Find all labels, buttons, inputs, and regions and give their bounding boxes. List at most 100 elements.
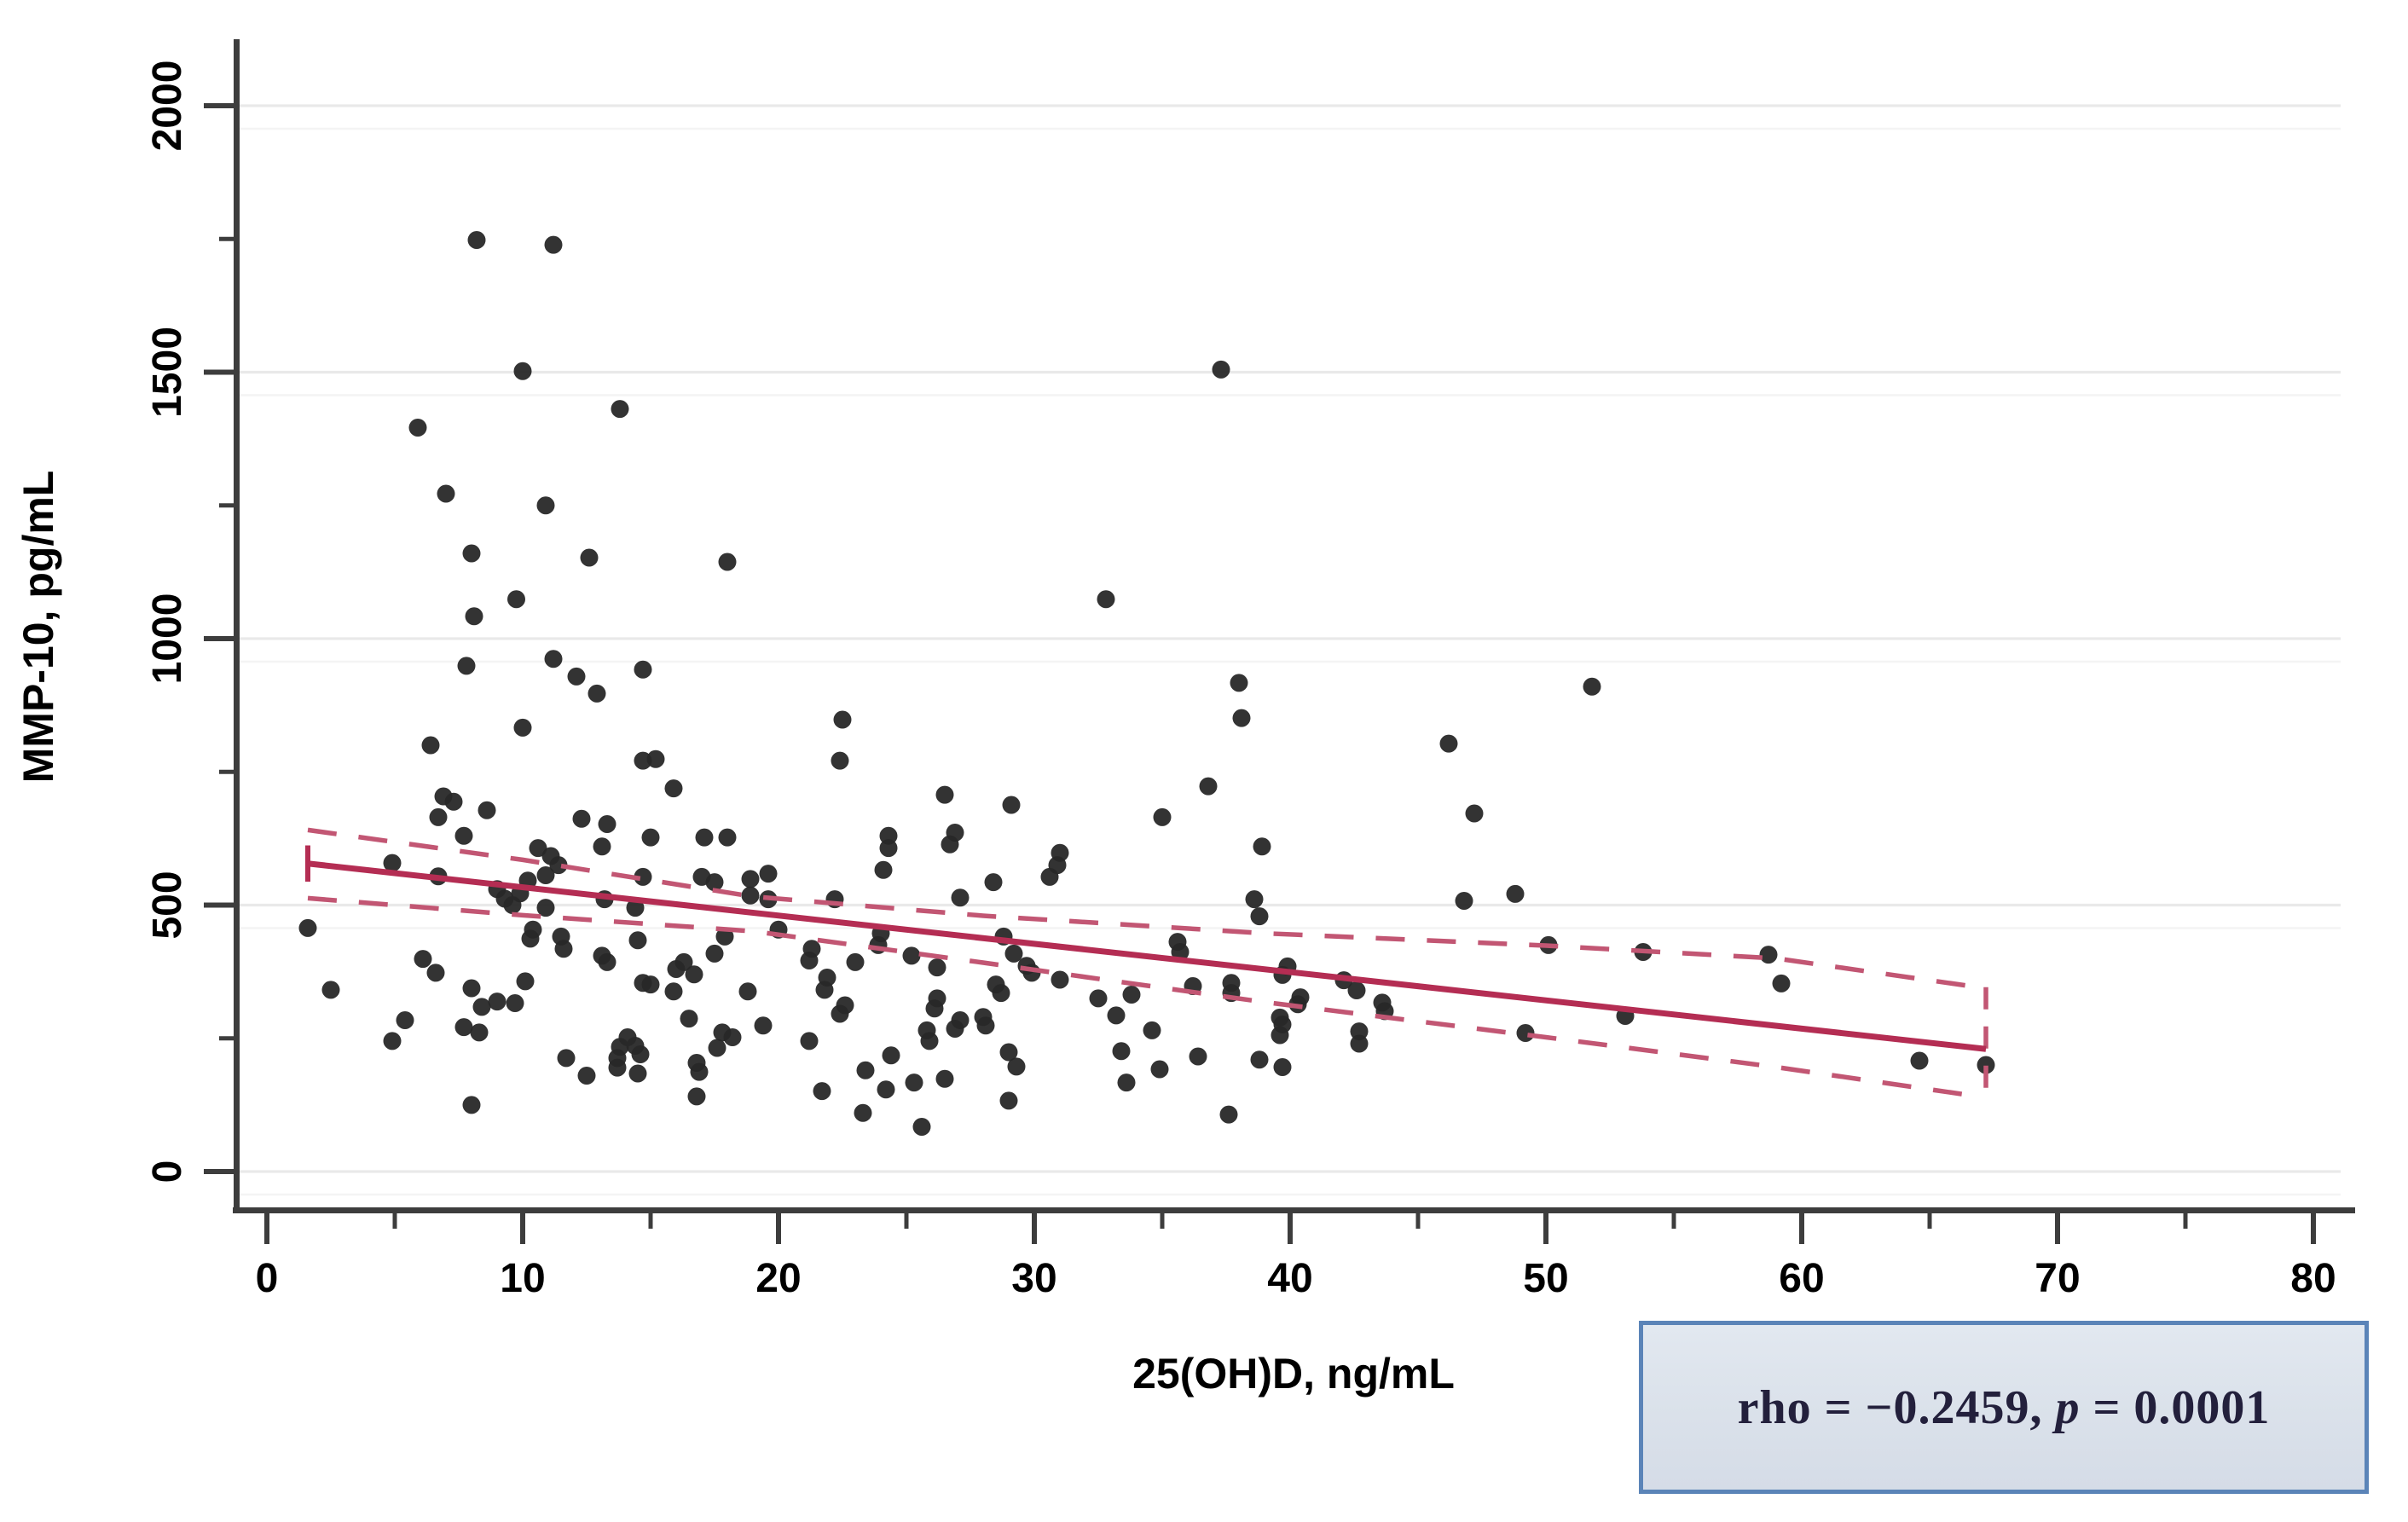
data-point — [1232, 709, 1251, 727]
data-point — [1150, 1060, 1169, 1079]
data-point — [1122, 986, 1141, 1004]
x-tick-label-80: 80 — [2290, 1256, 2336, 1301]
data-point — [444, 792, 463, 811]
data-point — [920, 1032, 939, 1050]
data-point — [478, 801, 496, 819]
data-point — [882, 1046, 900, 1065]
y-tick-label-500: 500 — [145, 871, 190, 939]
data-point — [598, 815, 616, 833]
data-point — [912, 1118, 931, 1136]
y-tick-label-2000: 2000 — [145, 61, 190, 152]
data-point — [680, 1010, 698, 1028]
data-point — [718, 553, 737, 571]
data-point — [741, 870, 760, 888]
data-point — [856, 1061, 875, 1079]
data-point — [831, 1004, 849, 1023]
data-point — [1350, 1034, 1369, 1053]
data-point — [383, 854, 402, 872]
data-point — [408, 419, 427, 437]
data-point — [1051, 970, 1069, 989]
data-point — [946, 1020, 964, 1038]
x-tick-label-70: 70 — [2035, 1256, 2080, 1301]
gridlines-group — [240, 104, 2341, 1196]
data-point — [462, 979, 481, 998]
data-point — [588, 684, 606, 703]
data-point — [846, 952, 865, 971]
data-point — [465, 607, 483, 626]
data-point — [1007, 1057, 1026, 1076]
data-point — [1040, 867, 1059, 886]
data-point — [513, 718, 532, 737]
data-point — [687, 1087, 706, 1106]
data-point — [536, 866, 555, 884]
data-point — [467, 231, 486, 249]
correlation-annotation-box: rho = −0.2459, p = 0.0001 — [1639, 1321, 2369, 1494]
data-point — [462, 1096, 481, 1114]
data-point — [470, 1023, 489, 1042]
data-point — [1759, 946, 1778, 964]
data-point — [1465, 804, 1484, 823]
data-point — [641, 828, 660, 847]
x-tick-label-50: 50 — [1523, 1256, 1568, 1301]
data-point — [741, 886, 760, 905]
data-point — [321, 981, 340, 999]
data-point — [396, 1011, 414, 1029]
data-point — [879, 826, 898, 845]
data-point — [544, 235, 563, 254]
data-point — [421, 736, 440, 755]
data-point — [715, 927, 734, 946]
data-point — [1250, 907, 1269, 926]
annotation-rho-text: rho = −0.2459, — [1737, 1380, 2056, 1434]
data-point — [414, 950, 432, 969]
data-point — [1273, 1058, 1292, 1076]
annotation-p-symbol: p — [2055, 1380, 2081, 1434]
data-point — [506, 994, 524, 1012]
data-point — [1910, 1051, 1929, 1070]
x-tick-label-0: 0 — [256, 1256, 279, 1301]
data-point — [580, 548, 599, 567]
data-point — [1439, 734, 1458, 753]
data-point — [1583, 677, 1601, 696]
data-point — [935, 1069, 954, 1088]
data-point — [457, 657, 476, 675]
x-tick-label-10: 10 — [500, 1256, 545, 1301]
axes-group — [204, 39, 2355, 1244]
x-tick-label-60: 60 — [1779, 1256, 1824, 1301]
y-tick-label-1500: 1500 — [145, 327, 190, 418]
ci-upper-dashed-line — [307, 827, 1979, 990]
data-point — [1143, 1021, 1161, 1039]
data-point — [879, 839, 898, 858]
data-point — [1977, 1056, 1995, 1074]
x-tick-label-40: 40 — [1267, 1256, 1312, 1301]
data-point — [738, 982, 757, 1001]
data-point — [718, 828, 737, 847]
data-point — [925, 999, 944, 1018]
data-point — [628, 931, 647, 950]
data-point — [1230, 674, 1248, 692]
data-point — [634, 867, 652, 886]
data-point — [1107, 1006, 1126, 1025]
data-point — [999, 1043, 1018, 1062]
data-point — [454, 1018, 473, 1037]
data-point — [800, 1032, 819, 1050]
data-point — [976, 1016, 995, 1035]
data-point — [611, 1038, 629, 1056]
data-point — [1153, 807, 1172, 826]
data-point — [631, 1045, 650, 1063]
data-point — [549, 856, 568, 875]
data-point — [951, 888, 970, 907]
data-point — [813, 1082, 831, 1101]
data-point — [815, 981, 834, 999]
data-point — [1004, 944, 1023, 963]
data-point — [507, 590, 525, 609]
data-point — [1250, 1050, 1269, 1069]
data-point — [437, 484, 455, 503]
data-point — [429, 807, 448, 826]
data-point — [928, 958, 946, 977]
data-point — [536, 496, 555, 515]
data-point — [874, 860, 893, 879]
data-point — [831, 751, 849, 770]
data-point — [488, 992, 506, 1011]
annotation-p-value-text: = 0.0001 — [2080, 1380, 2271, 1434]
